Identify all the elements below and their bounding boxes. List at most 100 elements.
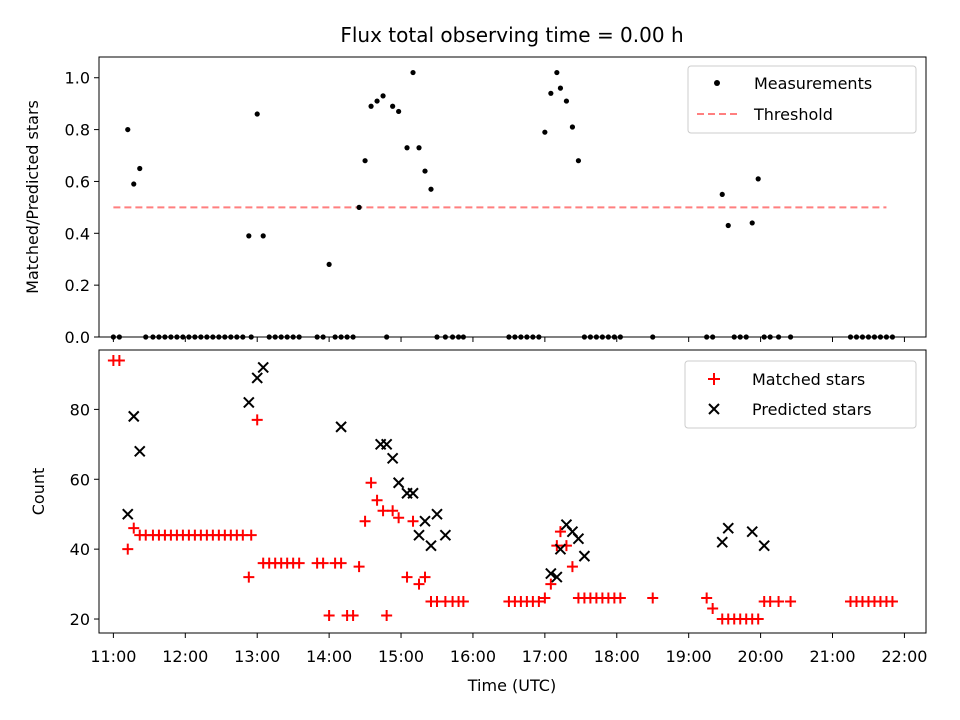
x-tick-label: 21:00 bbox=[809, 647, 855, 666]
predicted-star-point bbox=[758, 539, 770, 552]
matched-star-point bbox=[347, 610, 359, 622]
predicted-star-point bbox=[128, 410, 140, 423]
matched-star-point bbox=[701, 592, 713, 604]
matched-star-point bbox=[401, 571, 413, 583]
x-tick-label: 20:00 bbox=[738, 647, 784, 666]
measurement-point bbox=[719, 191, 725, 198]
top-y-axis-label: Matched/Predicted stars bbox=[23, 100, 42, 294]
measurement-point bbox=[749, 220, 755, 226]
measurement-point bbox=[575, 158, 582, 164]
matched-star-point bbox=[566, 561, 578, 573]
matched-star-point bbox=[752, 613, 764, 625]
matched-star-point bbox=[614, 592, 626, 604]
legend-measurements-label: Measurements bbox=[754, 74, 872, 93]
predicted-star-point bbox=[386, 452, 399, 465]
predicted-star-point bbox=[335, 421, 347, 433]
legend-matched-label: Matched stars bbox=[752, 370, 865, 389]
matched-star-point bbox=[245, 529, 257, 541]
predicted-star-point bbox=[122, 508, 134, 520]
measurement-point bbox=[542, 129, 548, 135]
measurement-point bbox=[725, 222, 731, 229]
x-tick-label: 15:00 bbox=[378, 647, 424, 666]
top-y-tick-label: 0.2 bbox=[65, 276, 90, 295]
matched-star-point bbox=[539, 592, 551, 604]
measurement-point bbox=[755, 176, 761, 182]
measurement-point bbox=[254, 111, 260, 117]
predicted-star-point bbox=[578, 550, 591, 562]
matched-star-point bbox=[317, 557, 329, 569]
measurement-point bbox=[557, 85, 564, 91]
matched-star-point bbox=[381, 610, 393, 622]
predicted-star-point bbox=[243, 396, 255, 409]
legend-predicted-label: Predicted stars bbox=[752, 400, 872, 419]
matched-star-point bbox=[387, 505, 399, 517]
bottom-x-ticks: 11:00 12:00 13:00 14:00 15:00 16:00 17:00 18:00… bbox=[90, 633, 927, 666]
matched-star-point bbox=[545, 578, 557, 590]
x-tick-label: 17:00 bbox=[522, 647, 568, 666]
matched-stars-points bbox=[107, 354, 898, 625]
measurement-point bbox=[422, 168, 428, 174]
matched-star-point bbox=[554, 526, 566, 538]
matched-star-point bbox=[377, 505, 389, 517]
bottom-legend-box bbox=[684, 360, 917, 429]
x-axis-label: Time (UTC) bbox=[467, 676, 556, 695]
predicted-star-point bbox=[425, 539, 437, 552]
predicted-stars-points bbox=[122, 361, 770, 583]
top-y-ticks: 0.0 0.2 0.4 0.6 0.8 1.0 bbox=[65, 69, 99, 347]
matched-star-point bbox=[886, 596, 898, 608]
measurement-point bbox=[368, 103, 374, 109]
matched-star-point bbox=[128, 522, 140, 534]
matched-star-point bbox=[243, 571, 255, 583]
measurement-point bbox=[404, 145, 410, 151]
measurement-point bbox=[131, 181, 137, 187]
measurement-point bbox=[246, 233, 252, 239]
measurement-point bbox=[569, 124, 576, 130]
measurement-point bbox=[554, 69, 560, 76]
chart-title: Flux total observing time = 0.00 h bbox=[340, 23, 683, 47]
legend-matched-marker bbox=[708, 373, 720, 385]
predicted-star-point bbox=[380, 438, 393, 451]
measurement-point bbox=[125, 126, 131, 133]
bottom-y-ticks: 20 40 60 80 bbox=[70, 400, 99, 629]
predicted-star-point bbox=[716, 536, 728, 548]
top-legend: Measurements Threshold bbox=[687, 65, 917, 134]
measurement-point bbox=[410, 69, 416, 76]
matched-star-point bbox=[122, 543, 134, 555]
x-tick-label: 11:00 bbox=[90, 647, 136, 666]
top-y-tick-label: 1.0 bbox=[65, 69, 90, 88]
x-tick-label: 13:00 bbox=[234, 647, 280, 666]
measurement-point bbox=[362, 158, 368, 164]
top-legend-box bbox=[687, 65, 917, 134]
matched-star-point bbox=[773, 596, 785, 608]
measurement-point bbox=[416, 145, 422, 151]
top-y-tick-label: 0.8 bbox=[65, 121, 90, 140]
predicted-star-point bbox=[572, 532, 585, 545]
predicted-star-point bbox=[413, 529, 425, 541]
top-axes-frame bbox=[98, 56, 927, 338]
predicted-star-point bbox=[392, 477, 405, 489]
predicted-star-point bbox=[407, 487, 419, 499]
x-tick-label: 16:00 bbox=[450, 647, 496, 666]
matched-star-point bbox=[365, 477, 377, 489]
x-tick-label: 12:00 bbox=[162, 647, 208, 666]
predicted-star-point bbox=[419, 515, 431, 527]
top-y-tick-label: 0.4 bbox=[65, 224, 90, 243]
matched-star-point bbox=[371, 494, 383, 506]
matched-star-point bbox=[457, 596, 469, 608]
bottom-y-tick-label: 40 bbox=[70, 540, 90, 559]
matched-star-point bbox=[419, 571, 431, 583]
matched-star-point bbox=[323, 610, 335, 622]
matched-star-point bbox=[293, 557, 305, 569]
measurement-point bbox=[380, 93, 386, 99]
matched-star-point bbox=[393, 512, 405, 524]
measurement-point bbox=[548, 90, 554, 96]
bottom-y-axis-label: Count bbox=[29, 468, 48, 516]
measurement-point bbox=[356, 204, 362, 210]
predicted-star-point bbox=[722, 522, 734, 534]
bottom-y-tick-label: 80 bbox=[70, 400, 90, 419]
legend-measurements-marker bbox=[714, 80, 720, 86]
matched-star-point bbox=[335, 557, 347, 569]
bottom-y-tick-label: 20 bbox=[70, 610, 90, 629]
